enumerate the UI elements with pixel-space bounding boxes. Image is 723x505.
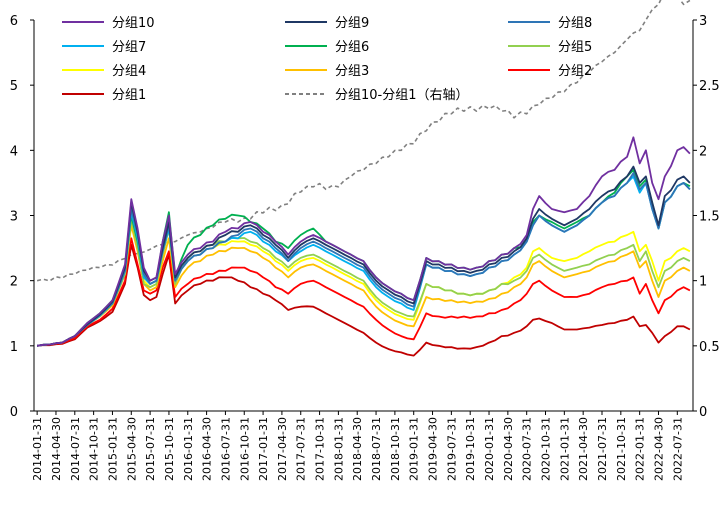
y-tick-label-left: 3 bbox=[10, 210, 18, 225]
legend-label: 分组6 bbox=[335, 40, 369, 55]
y-tick-label-left: 2 bbox=[10, 275, 18, 290]
x-tick-label: 2022-01-31 bbox=[634, 417, 647, 481]
x-tick-label: 2018-07-31 bbox=[370, 417, 383, 481]
x-tick-label: 2019-01-31 bbox=[408, 417, 421, 481]
series-line bbox=[36, 217, 691, 347]
x-tick-label: 2021-04-30 bbox=[577, 417, 590, 481]
x-tick-label: 2014-07-31 bbox=[69, 417, 82, 481]
y-tick-label-right: 1 bbox=[699, 275, 707, 290]
x-tick-label: 2015-10-31 bbox=[163, 417, 176, 481]
x-tick-label: 2020-10-31 bbox=[540, 417, 553, 481]
x-tick-label: 2021-10-31 bbox=[615, 417, 628, 481]
x-tick-label: 2018-10-31 bbox=[389, 417, 402, 481]
series-line bbox=[36, 136, 691, 347]
series-line bbox=[36, 172, 691, 347]
y-tick-label-left: 4 bbox=[10, 144, 18, 159]
x-tick-label: 2018-04-30 bbox=[351, 417, 364, 481]
series-line bbox=[37, 243, 691, 357]
legend-label: 分组10 bbox=[112, 16, 155, 31]
legend-label: 分组2 bbox=[558, 64, 592, 79]
x-tick-label: 2020-01-31 bbox=[483, 417, 496, 481]
x-tick-label: 2017-07-31 bbox=[295, 417, 308, 481]
legend-label: 分组5 bbox=[558, 40, 592, 55]
x-tick-label: 2015-04-30 bbox=[125, 417, 138, 481]
x-tick-label: 2014-04-30 bbox=[50, 417, 63, 481]
x-tick-label: 2016-04-30 bbox=[201, 417, 214, 481]
series-line bbox=[36, 165, 691, 347]
y-tick-label-right: 0.5 bbox=[699, 340, 720, 355]
legend-label: 分组7 bbox=[112, 40, 146, 55]
x-tick-label: 2018-01-31 bbox=[332, 417, 345, 481]
x-tick-label: 2019-04-30 bbox=[427, 417, 440, 481]
legend-label: 分组3 bbox=[335, 64, 369, 79]
legend-label: 分组1 bbox=[112, 88, 146, 103]
x-tick-label: 2014-01-31 bbox=[31, 417, 44, 481]
x-tick-label: 2021-07-31 bbox=[596, 417, 609, 481]
y-tick-label-left: 0 bbox=[10, 405, 18, 420]
legend-label: 分组9 bbox=[335, 16, 369, 31]
x-tick-label: 2017-04-30 bbox=[276, 417, 289, 481]
x-tick-label: 2017-01-31 bbox=[257, 417, 270, 481]
legend: 分组10 分组9 分组8 分组7 分组6 分组5 分组4 分组3 分组2 分组1 分组10-分组1（… bbox=[62, 16, 592, 103]
series-line bbox=[36, 0, 691, 282]
x-tick-label: 2015-01-31 bbox=[106, 417, 119, 481]
y-tick-label-left: 1 bbox=[10, 340, 18, 355]
x-tick-label: 2015-07-31 bbox=[144, 417, 157, 481]
x-tick-label: 2022-04-30 bbox=[652, 417, 665, 481]
y-tick-label-right: 0 bbox=[699, 405, 707, 420]
series-line bbox=[36, 224, 691, 347]
legend-label: 分组4 bbox=[112, 64, 146, 79]
y-tick-label-right: 3 bbox=[699, 14, 707, 29]
y-tick-label-left: 6 bbox=[10, 14, 18, 29]
x-tick-label: 2022-07-31 bbox=[671, 417, 684, 481]
series-group bbox=[36, 0, 691, 357]
x-tick-label: 2014-10-31 bbox=[88, 417, 101, 481]
x-tick-label: 2017-10-31 bbox=[314, 417, 327, 481]
x-tick-label: 2020-04-30 bbox=[502, 417, 515, 481]
series-line bbox=[36, 237, 691, 347]
y-tick-label-right: 2.5 bbox=[699, 79, 720, 94]
x-tick-label: 2016-01-31 bbox=[182, 417, 195, 481]
series-line bbox=[36, 214, 691, 347]
x-tick-label: 2019-10-31 bbox=[464, 417, 477, 481]
legend-label: 分组8 bbox=[558, 16, 592, 31]
x-tick-label: 2016-10-31 bbox=[238, 417, 251, 481]
x-tick-label: 2016-07-31 bbox=[219, 417, 232, 481]
y-tick-label-right: 1.5 bbox=[699, 210, 720, 225]
y-tick-label-right: 2 bbox=[699, 144, 707, 159]
y-tick-label-left: 5 bbox=[10, 79, 18, 94]
legend-label: 分组10-分组1（右轴） bbox=[335, 88, 469, 103]
x-tick-label: 2019-07-31 bbox=[445, 417, 458, 481]
x-tick-label: 2021-01-31 bbox=[558, 417, 571, 481]
x-tick-label: 2020-07-31 bbox=[521, 417, 534, 481]
